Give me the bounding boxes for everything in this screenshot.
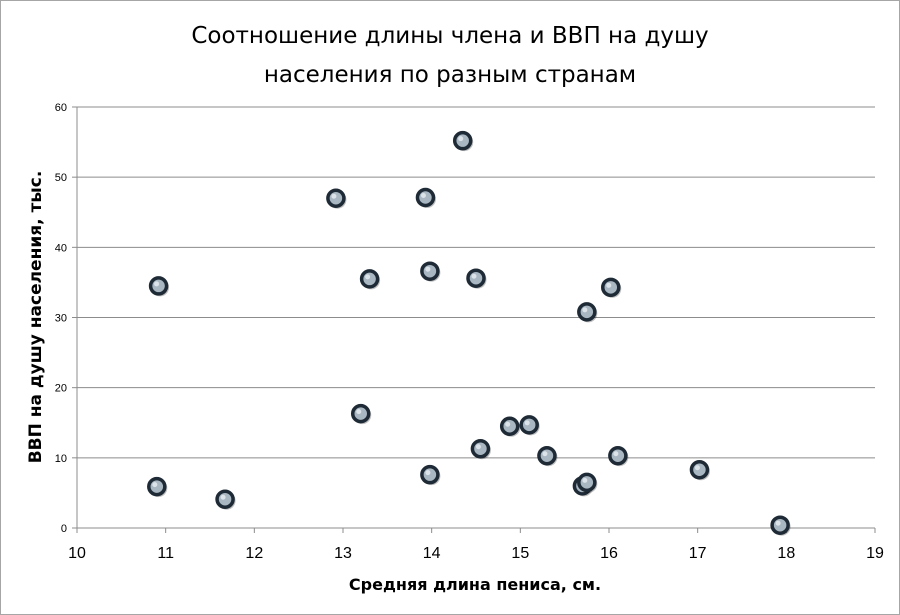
data-point-highlight	[425, 470, 431, 476]
data-point	[577, 302, 597, 322]
data-point	[359, 269, 380, 289]
data-point	[148, 276, 169, 296]
axes	[76, 107, 876, 533]
data-point	[470, 438, 491, 459]
y-axis-title: ВВП на душу населения, тыс.	[26, 171, 46, 464]
y-tick-label: 50	[55, 172, 67, 184]
data-point	[147, 476, 167, 497]
data-point-highlight	[775, 520, 781, 526]
data-point-highlight	[613, 451, 619, 457]
x-tick-label: 19	[866, 545, 884, 562]
data-point	[499, 416, 520, 437]
data-point-highlight	[458, 136, 464, 142]
x-tick-labels: 10 11 12 13 14 15 16 17 18 19	[68, 545, 884, 562]
data-point-highlight	[542, 451, 548, 457]
gridlines	[72, 106, 875, 529]
data-point	[537, 445, 557, 466]
chart-title-line-2: населения по разным странам	[264, 62, 636, 88]
data-point-highlight	[331, 193, 337, 199]
data-point	[420, 261, 440, 281]
data-point	[326, 188, 346, 208]
y-tick-label: 40	[55, 242, 67, 254]
x-tick-label: 16	[600, 545, 618, 562]
data-point-highlight	[524, 420, 530, 426]
x-tick-label: 17	[689, 545, 707, 562]
y-tick-label: 20	[55, 383, 67, 395]
data-point	[577, 472, 597, 493]
data-point-highlight	[420, 193, 426, 199]
data-point	[350, 403, 371, 424]
data-point-highlight	[606, 282, 612, 288]
data-point	[415, 187, 436, 208]
data-point-highlight	[475, 444, 481, 450]
data-point	[452, 130, 473, 151]
data-point-highlight	[582, 477, 588, 483]
x-tick-label: 12	[245, 545, 263, 562]
data-point	[519, 415, 539, 435]
data-point-highlight	[220, 494, 226, 500]
chart-title-line-1: Соотношение длины члена и ВВП на душу	[191, 23, 708, 49]
y-tick-label: 60	[55, 102, 67, 114]
data-point	[689, 460, 710, 480]
data-point	[770, 515, 790, 535]
data-point	[608, 445, 628, 466]
data-point-highlight	[154, 281, 160, 287]
x-tick-label: 15	[511, 545, 529, 562]
data-point-highlight	[152, 482, 158, 488]
data-point-highlight	[365, 274, 371, 280]
y-tick-labels: 0 10 20 30 40 50 60	[55, 102, 67, 535]
y-tick-label: 30	[55, 313, 67, 325]
data-point-highlight	[425, 266, 431, 272]
x-tick-label: 14	[423, 545, 441, 562]
data-point	[601, 277, 621, 298]
data-points	[147, 130, 791, 536]
data-point-highlight	[471, 273, 477, 279]
x-tick-label: 11	[157, 545, 174, 562]
data-point-highlight	[356, 409, 362, 415]
x-axis-title: Средняя длина пениса, см.	[349, 575, 601, 594]
x-tick-label: 10	[68, 545, 86, 562]
data-point	[215, 489, 235, 509]
data-point	[466, 268, 486, 288]
y-tick-label: 10	[55, 453, 67, 465]
data-point-highlight	[582, 307, 588, 313]
data-point-highlight	[694, 465, 700, 471]
y-tick-label: 0	[61, 523, 67, 535]
data-point-highlight	[505, 421, 511, 427]
data-point	[420, 464, 440, 485]
x-tick-label: 13	[334, 545, 352, 562]
x-tick-label: 18	[777, 545, 795, 562]
